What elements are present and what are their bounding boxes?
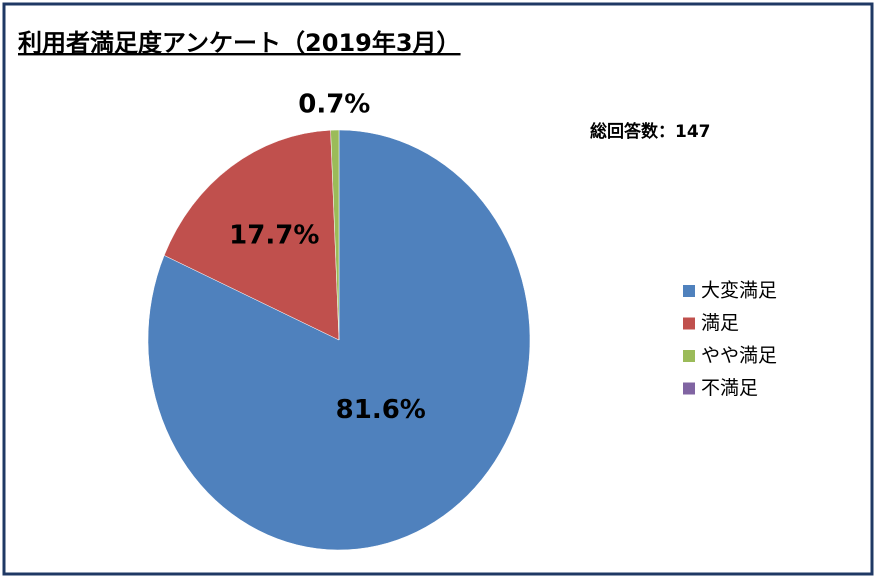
legend-swatch <box>683 285 695 297</box>
legend-swatch <box>683 382 695 395</box>
chart-title: 利用者満足度アンケート（2019年3月） <box>18 29 461 57</box>
annotation: 総回答数：147 <box>590 121 711 142</box>
legend-label: やや満足 <box>701 345 777 367</box>
data-label: 81.6% <box>336 395 426 425</box>
legend-swatch <box>683 350 695 362</box>
legend-label: 大変満足 <box>701 280 777 302</box>
legend-label: 不満足 <box>701 377 758 399</box>
data-label: 0.7% <box>298 89 370 119</box>
pie-slice <box>330 129 340 341</box>
data-label: 17.7% <box>229 221 319 251</box>
legend-swatch <box>683 317 695 330</box>
legend-label: 満足 <box>701 312 739 334</box>
pie-slice <box>163 129 340 341</box>
